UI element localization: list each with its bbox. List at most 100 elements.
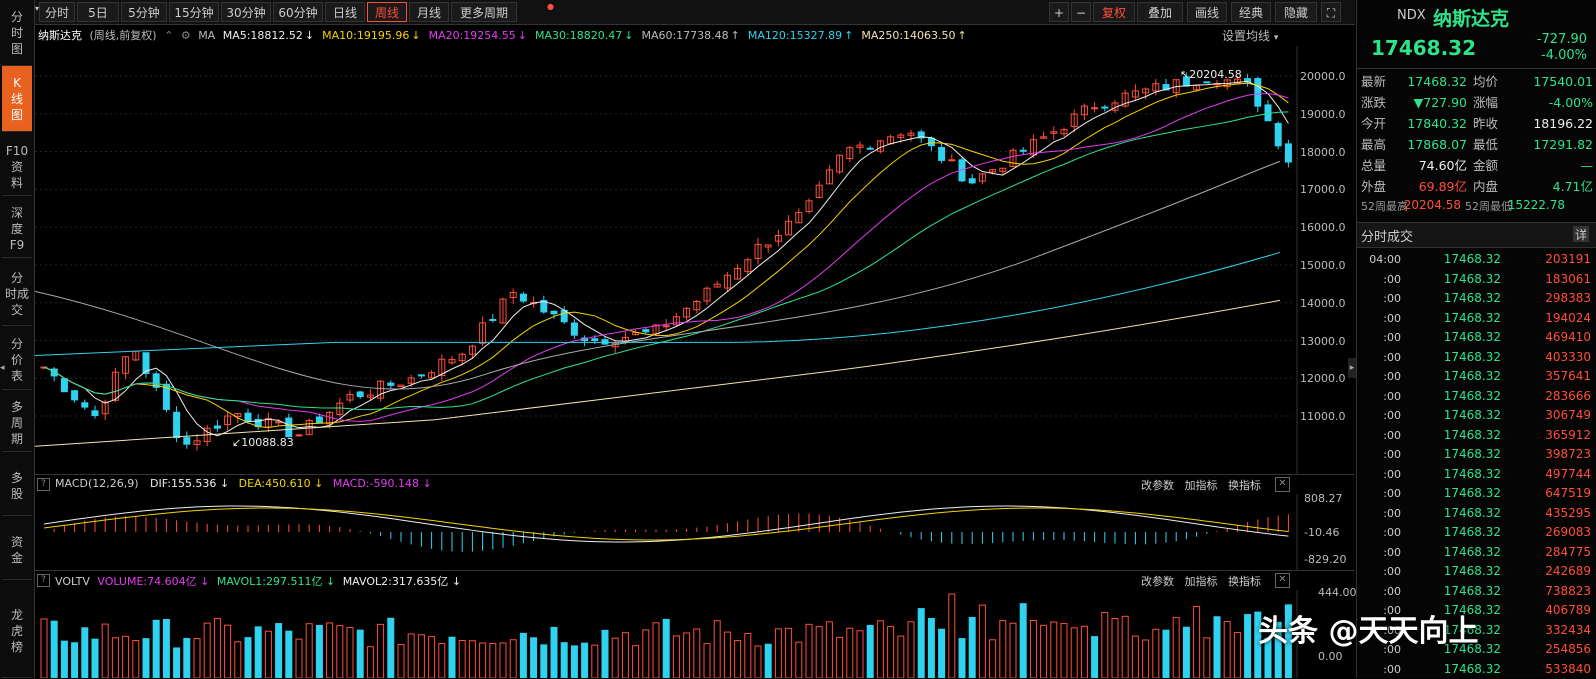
ma250-line (35, 299, 1281, 447)
settings-gear-icon[interactable]: ⚙ (180, 29, 191, 42)
period-tab-8[interactable]: 月线 (409, 2, 449, 22)
volume-bar (846, 627, 854, 678)
candle-body (785, 220, 793, 236)
toolbar-btn-6[interactable]: 隐藏 (1275, 2, 1317, 22)
kline-chart[interactable] (35, 46, 1355, 474)
change-params-link[interactable]: 改参数 (1141, 479, 1174, 492)
period-tab-6[interactable]: 日线 (325, 2, 365, 22)
volume-bar (774, 628, 782, 678)
toolbar-btn-3[interactable]: 叠加 (1137, 2, 1183, 22)
candle-body (173, 411, 181, 439)
quote-value: — (1580, 158, 1594, 173)
collapse-left-icon[interactable]: ◂ (0, 363, 5, 373)
nav-item-4[interactable]: 分 时成 交 (2, 262, 32, 326)
tick-volume: 406789 (1545, 603, 1591, 617)
price-tick: 12000.0 (1300, 372, 1346, 386)
nav-item-3[interactable]: 深 度 F9 (2, 200, 32, 258)
w52-high-value: 20204.58 (1403, 198, 1461, 212)
period-tab-3[interactable]: 15分钟 (169, 2, 219, 22)
ma-line (43, 111, 1289, 411)
volume-chart[interactable] (35, 590, 1355, 678)
dea-line (43, 507, 1289, 541)
volume-bar (601, 629, 609, 678)
volume-bar (927, 618, 935, 678)
candle-body (846, 147, 854, 160)
toolbar-btn-2[interactable]: 复权 (1093, 2, 1135, 22)
high-value: 20204.58 (1189, 68, 1242, 81)
volume-bar (540, 644, 548, 678)
fullscreen-icon[interactable]: ⛶ (1321, 2, 1341, 22)
swap-indicator-link[interactable]: 换指标 (1228, 575, 1261, 588)
volume-bar (101, 623, 109, 678)
tick-volume: 269083 (1545, 525, 1591, 539)
period-tab-4[interactable]: 30分钟 (221, 2, 271, 22)
candle-body (315, 416, 323, 424)
tick-time: 04:00 (1369, 253, 1401, 266)
quote-panel: NDX 纳斯达克 17468.32 -727.90 -4.00% 最新 17468… (1356, 0, 1596, 678)
candle-body (693, 300, 701, 311)
macd-value: MACD:-590.148 (332, 477, 419, 490)
ma-settings-link[interactable]: 设置均线 ▾ (1222, 26, 1278, 46)
add-indicator-link[interactable]: 加指标 (1184, 479, 1218, 492)
volume-bar (397, 644, 405, 678)
volume-bar (734, 640, 742, 678)
nav-item-6[interactable]: 多 周 期 (2, 394, 32, 452)
candle-body (60, 378, 68, 393)
period-tab-2[interactable]: 5分钟 (121, 2, 167, 22)
candle-body (81, 402, 89, 408)
period-tab-5[interactable]: 60分钟 (273, 2, 323, 22)
period-tab-0[interactable]: 分时 (39, 2, 75, 22)
candle-body (1131, 90, 1139, 98)
volume-bar (897, 635, 905, 678)
ma-value: MA250:14063.50 (861, 29, 956, 42)
add-indicator-link[interactable]: 加指标 (1184, 575, 1218, 588)
nav-item-9[interactable]: 龙 虎 榜 (2, 584, 32, 678)
help-icon[interactable]: ? (37, 478, 50, 491)
volume-bar (489, 643, 497, 678)
quote-label: 最低 (1473, 137, 1499, 152)
macd-chart[interactable] (35, 494, 1355, 570)
tick-time: :00 (1383, 389, 1401, 403)
dropdown-icon[interactable]: ⌃ (164, 29, 174, 42)
nav-item-7[interactable]: 多 股 (2, 456, 32, 516)
period-tab-1[interactable]: 5日 (77, 2, 119, 22)
ma-arrow: ↓ (304, 29, 315, 42)
detail-button[interactable]: 详 (1573, 226, 1589, 242)
quote-value: -4.00% (1548, 95, 1593, 110)
ma-line (43, 81, 1289, 437)
nav-item-5[interactable]: 分 价 表 (2, 330, 32, 390)
toolbar-btn-0[interactable]: + (1049, 2, 1069, 22)
toolbar-btn-4[interactable]: 画线 (1187, 2, 1227, 22)
ma-arrow: ↓ (517, 29, 528, 42)
period-tab-9[interactable]: 更多周期 (451, 2, 517, 22)
price-tick: 11000.0 (1300, 410, 1346, 424)
period-tab-7[interactable]: 周线 (367, 2, 407, 22)
ma-arrow: ↓ (411, 29, 421, 42)
change-params-link[interactable]: 改参数 (1141, 575, 1174, 588)
collapse-right-icon[interactable]: ▸ (1348, 358, 1356, 378)
quote-value: ▼727.90 (1413, 95, 1467, 110)
volume-bar (866, 624, 874, 678)
close-icon[interactable]: ✕ (1275, 477, 1290, 492)
candle-body (295, 434, 303, 437)
nav-item-0[interactable]: 分 时 图 (2, 0, 32, 66)
volume-bar (264, 630, 272, 678)
tick-price: 17468.32 (1443, 291, 1501, 305)
tick-volume: 647519 (1545, 486, 1591, 500)
toolbar-btn-1[interactable]: − (1071, 2, 1091, 22)
tick-time: :00 (1383, 662, 1401, 676)
candle-body (50, 368, 58, 377)
nav-item-8[interactable]: 资 金 (2, 520, 32, 580)
volume-bar (468, 640, 476, 678)
help-icon[interactable]: ? (37, 574, 50, 587)
nav-item-2[interactable]: F10 资 料 (2, 138, 32, 196)
candle-body (662, 325, 670, 328)
swap-indicator-link[interactable]: 换指标 (1228, 479, 1261, 492)
candle-body (1142, 88, 1150, 94)
volume-bar (91, 638, 99, 678)
tick-row: :00 17468.32 738823 (1361, 582, 1593, 601)
toolbar-btn-5[interactable]: 经典 (1231, 2, 1271, 22)
candle-body (346, 393, 354, 401)
nav-item-1[interactable]: K 线 图 (2, 66, 32, 132)
close-icon[interactable]: ✕ (1275, 573, 1290, 588)
